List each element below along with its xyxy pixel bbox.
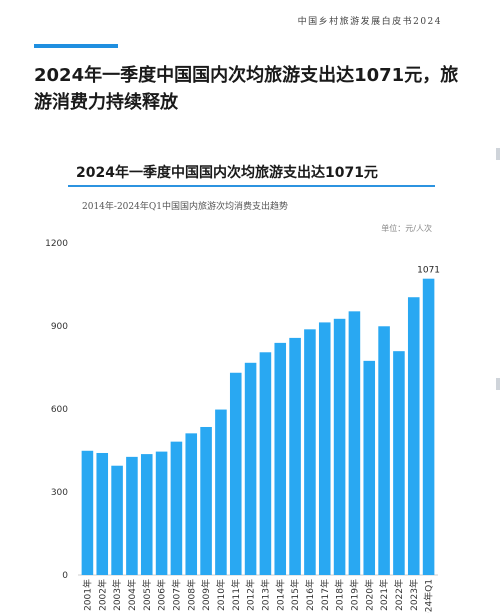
headline: 2024年一季度中国国内次均旅游支出达1071元，旅游消费力持续释放 bbox=[34, 65, 459, 113]
x-tick-label: 2009年 bbox=[200, 579, 212, 611]
bar bbox=[126, 456, 138, 575]
x-tick-label: 2006年 bbox=[156, 579, 168, 611]
x-tick-label: 2021年 bbox=[378, 579, 390, 611]
bar bbox=[229, 372, 242, 575]
x-tick-label: 2008年 bbox=[185, 579, 197, 611]
bar bbox=[170, 441, 183, 575]
bar bbox=[289, 337, 301, 575]
bar bbox=[363, 360, 376, 575]
bar bbox=[422, 278, 435, 575]
x-tick-label: 2014年 bbox=[274, 579, 286, 611]
chart-title-rule bbox=[68, 185, 435, 187]
y-tick-label: 0 bbox=[62, 571, 68, 581]
accent-bar bbox=[34, 44, 118, 48]
x-tick-label: 2005年 bbox=[141, 579, 153, 611]
x-tick-label: 2011年 bbox=[230, 579, 242, 611]
bar bbox=[318, 322, 331, 575]
bar bbox=[378, 326, 390, 575]
x-tick-label: 2012年 bbox=[245, 579, 257, 611]
chart-subtitle: 2014年-2024年Q1中国国内旅游次均消费支出趋势 bbox=[82, 202, 288, 212]
x-tick-label: 2023年 bbox=[408, 579, 420, 611]
x-tick-label: 2001年 bbox=[81, 579, 93, 611]
side-mark bbox=[496, 378, 500, 390]
y-tick-label: 900 bbox=[51, 322, 68, 332]
x-tick-label: 2019年 bbox=[348, 579, 360, 611]
x-tick-label: 2013年 bbox=[259, 579, 271, 611]
side-mark bbox=[496, 148, 500, 160]
y-tick-label: 300 bbox=[51, 488, 68, 498]
bar bbox=[304, 329, 316, 575]
bar bbox=[259, 352, 272, 575]
bar bbox=[200, 426, 212, 575]
bar bbox=[185, 433, 198, 575]
x-tick-label: 2002年 bbox=[96, 579, 108, 611]
bar bbox=[333, 318, 346, 575]
x-tick-label: 2010年 bbox=[215, 579, 227, 611]
data-label: 1071 bbox=[417, 266, 440, 276]
bar bbox=[348, 311, 361, 575]
bar bbox=[393, 351, 405, 575]
bar bbox=[96, 452, 109, 575]
x-tick-label: 2020年 bbox=[363, 579, 375, 611]
chart-title: 2024年一季度中国国内次均旅游支出达1071元 bbox=[76, 165, 378, 181]
x-tick-label: 2015年 bbox=[289, 579, 301, 611]
bar bbox=[140, 454, 153, 575]
bar bbox=[407, 297, 420, 575]
y-tick-label: 600 bbox=[51, 405, 68, 415]
y-tick-label: 1200 bbox=[45, 239, 68, 249]
x-tick-label: 2004年 bbox=[126, 579, 138, 611]
x-tick-label: 2022年 bbox=[393, 579, 405, 611]
x-tick-label: 2016年 bbox=[304, 579, 316, 611]
unit-label: 单位：元/人次 bbox=[381, 224, 432, 233]
document-header: 中国乡村旅游发展白皮书2024 bbox=[297, 17, 442, 27]
x-tick-label: 2007年 bbox=[170, 579, 182, 611]
bar bbox=[81, 450, 94, 575]
x-tick-label: 2003年 bbox=[111, 579, 123, 611]
x-tick-label: 2024年Q1 bbox=[423, 579, 435, 613]
x-tick-label: 2017年 bbox=[319, 579, 331, 611]
bar bbox=[111, 465, 123, 575]
bar bbox=[215, 409, 227, 575]
bar bbox=[274, 342, 287, 575]
x-tick-label: 2018年 bbox=[334, 579, 346, 611]
bar bbox=[244, 362, 257, 575]
bar bbox=[155, 451, 168, 575]
